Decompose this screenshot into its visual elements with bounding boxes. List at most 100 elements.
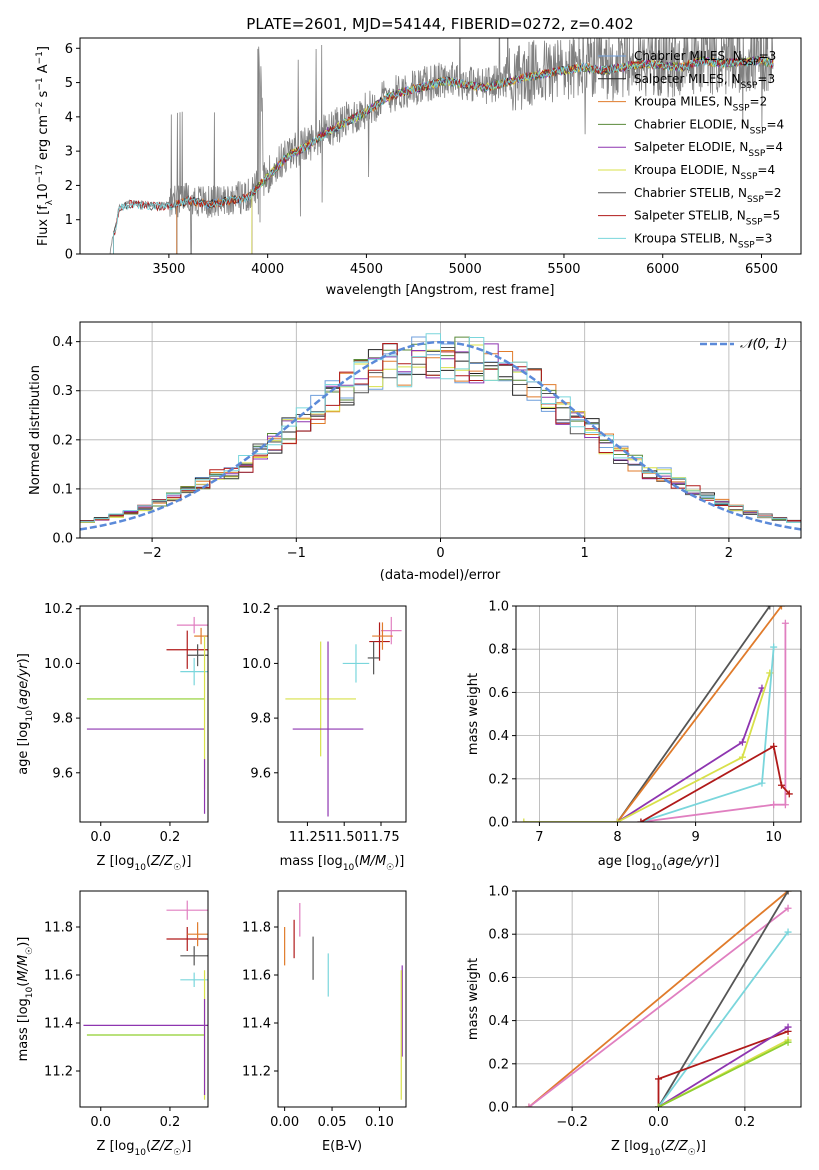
label-part: Chabrier STELIB, N	[634, 186, 747, 200]
axes-frame	[79, 890, 209, 1108]
figure-title: PLATE=2601, MJD=54144, FIBERID=0272, z=0…	[246, 15, 633, 33]
plot-area-massweight_vs_age	[520, 606, 793, 822]
mass-weight-line	[640, 623, 787, 822]
x-tick-label: 5000	[449, 262, 482, 277]
label-part: Kroupa STELIB, N	[634, 231, 738, 245]
label-part: −17	[35, 164, 45, 183]
mass-weight-marker	[614, 818, 622, 822]
mass-weight-line	[616, 606, 783, 822]
label-part: Z [log	[97, 854, 135, 869]
y-tick-label: 0.8	[488, 928, 509, 943]
label-part: −1	[35, 51, 45, 64]
y-axis-label: mass weight	[466, 673, 481, 755]
histogram-step-kroupa-stelib	[80, 333, 801, 523]
label-part: ☉	[688, 1148, 696, 1158]
label-part: −1	[35, 77, 45, 90]
x-tick-label: −2	[143, 546, 162, 561]
y-tick-label: 6	[65, 42, 73, 57]
y-tick-label: 11.4	[242, 1017, 271, 1032]
mass-weight-marker	[766, 606, 774, 610]
mass-weight-marker	[781, 801, 789, 809]
x-tick-label: 6000	[646, 262, 679, 277]
x-tick-label: 0.0	[90, 1115, 111, 1130]
label-part: E(B-V)	[322, 1139, 362, 1154]
y-tick-label: 0.4	[52, 335, 73, 350]
label-part: (	[146, 854, 151, 869]
label-part: 10	[36, 183, 51, 200]
x-tick-label: 4000	[251, 262, 284, 277]
x-tick-label: 0	[436, 546, 444, 561]
plot-area-age_vs_Z	[86, 616, 208, 814]
x-tick-label: 7	[535, 830, 543, 845]
x-tick-label: 3500	[152, 262, 185, 277]
y-axis-label: mass [log10(M/M☉)]	[16, 937, 35, 1062]
y-tick-label: 0.3	[52, 384, 73, 399]
label-part: Z [log	[97, 1139, 135, 1154]
axes-frame	[515, 605, 802, 823]
mass-weight-marker	[784, 1038, 792, 1046]
label-part: )]	[181, 854, 191, 869]
normal-reference-curve	[80, 340, 801, 531]
legend-label: Salpeter MILES, NSSP=3	[634, 72, 775, 91]
legend-label: 𝒩(0, 1)	[740, 337, 787, 352]
x-tick-label: 0.2	[735, 1115, 756, 1130]
label-part: ☉	[25, 947, 35, 955]
label-part: SSP	[742, 58, 759, 68]
y-tick-label: 10.0	[44, 657, 73, 672]
label-part: )]	[181, 1139, 191, 1154]
label-part: (	[146, 1139, 151, 1154]
y-tick-label: 1.0	[488, 600, 509, 615]
label-part: Flux [f	[36, 205, 51, 246]
label-part: λ	[45, 199, 55, 205]
label-part: SSP	[746, 218, 763, 228]
label-part: (	[354, 854, 359, 869]
y-axis-label: Flux [fλ10−17 erg cm−2 s−1 A−1]	[35, 46, 55, 246]
label-part: =2	[750, 95, 768, 109]
label-part: =4	[757, 163, 775, 177]
x-tick-label: 2	[725, 546, 733, 561]
mass-weight-marker	[777, 606, 785, 610]
label-part: SSP	[747, 195, 764, 205]
y-tick-label: 0.8	[488, 643, 509, 658]
mass-weight-marker	[784, 1023, 792, 1031]
label-part: Kroupa MILES, N	[634, 95, 733, 109]
y-tick-label: 4	[65, 110, 73, 125]
label-part: SSP	[748, 149, 765, 159]
x-tick-label: 9	[691, 830, 699, 845]
x-tick-label: 0.05	[318, 1115, 347, 1130]
y-tick-label: 10.2	[44, 602, 73, 617]
label-part: Salpeter MILES, N	[634, 72, 741, 86]
mass-weight-marker	[655, 1103, 662, 1107]
label-part: )]	[709, 854, 719, 869]
label-part: =3	[759, 49, 777, 63]
label-part: age [log	[16, 722, 31, 775]
plot-area-mass_vs_EBV	[284, 903, 403, 1100]
y-tick-label: 11.2	[44, 1065, 73, 1080]
label-part: )]	[696, 1139, 706, 1154]
y-tick-label: 11.4	[44, 1017, 73, 1032]
x-axis-label: mass [log10(M/M☉)]	[280, 854, 405, 873]
y-tick-label: 0.0	[488, 1101, 509, 1116]
mass-weight-marker	[758, 779, 766, 787]
x-axis-label: Z [log10(Z/Z☉)]	[97, 1139, 192, 1158]
y-tick-label: 0.4	[488, 1014, 509, 1029]
label-part: Salpeter ELODIE, N	[634, 140, 748, 154]
y-tick-label: 0.2	[488, 772, 509, 787]
y-axis-label: Normed distribution	[28, 365, 43, 495]
label-part: SSP	[750, 126, 767, 136]
y-tick-label: 0.2	[488, 1057, 509, 1072]
spectrum-data-line	[80, 38, 774, 254]
x-tick-label: −1	[287, 546, 306, 561]
legend-label: Salpeter STELIB, NSSP=5	[634, 209, 780, 228]
legend-label: Salpeter ELODIE, NSSP=4	[634, 140, 783, 159]
y-tick-label: 11.8	[242, 921, 271, 936]
x-tick-label: 0.00	[270, 1115, 299, 1130]
mass-weight-marker	[655, 1075, 662, 1083]
x-tick-label: 10	[765, 830, 782, 845]
label-part: Z [log	[611, 1139, 649, 1154]
y-tick-label: 0.1	[52, 482, 73, 497]
y-tick-label: 9.6	[52, 766, 73, 781]
label-part: SSP	[738, 240, 755, 250]
label-part: age/yr	[667, 854, 710, 869]
